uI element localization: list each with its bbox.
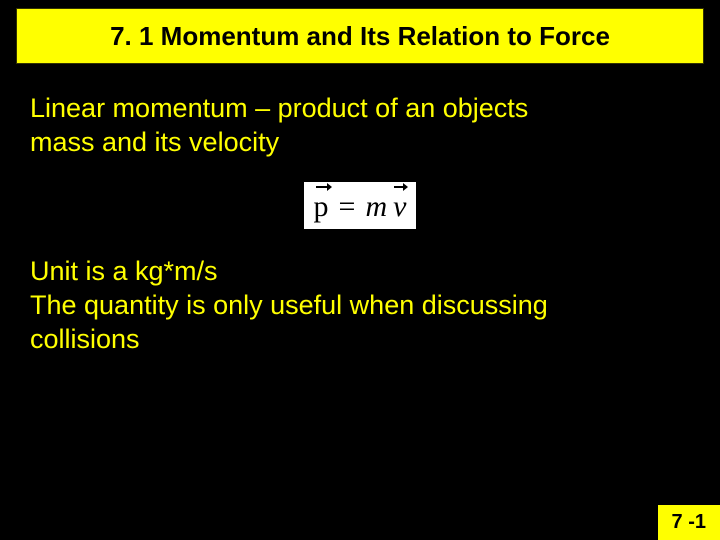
unit-line: Unit is a kg*m/s [30, 255, 690, 289]
title-bar: 7. 1 Momentum and Its Relation to Force [16, 8, 704, 64]
definition-line-1: Linear momentum – product of an objects [30, 92, 690, 126]
equation-equals: = [335, 188, 360, 226]
momentum-equation: p = m v [304, 182, 417, 230]
definition-line-2: mass and its velocity [30, 126, 690, 160]
definition-paragraph: Linear momentum – product of an objects … [30, 92, 690, 160]
equation-lhs-p-vector: p [314, 188, 329, 226]
equation-container: p = m v [30, 182, 690, 230]
slide-title: 7. 1 Momentum and Its Relation to Force [110, 21, 610, 52]
usefulness-line-1: The quantity is only useful when discuss… [30, 289, 690, 323]
page-number: 7 -1 [656, 503, 720, 540]
usefulness-line-2: collisions [30, 323, 690, 357]
unit-paragraph: Unit is a kg*m/s The quantity is only us… [30, 255, 690, 356]
equation-mass-m: m [365, 188, 387, 226]
slide-content: Linear momentum – product of an objects … [30, 92, 690, 356]
equation-velocity-v-vector: v [393, 188, 406, 226]
